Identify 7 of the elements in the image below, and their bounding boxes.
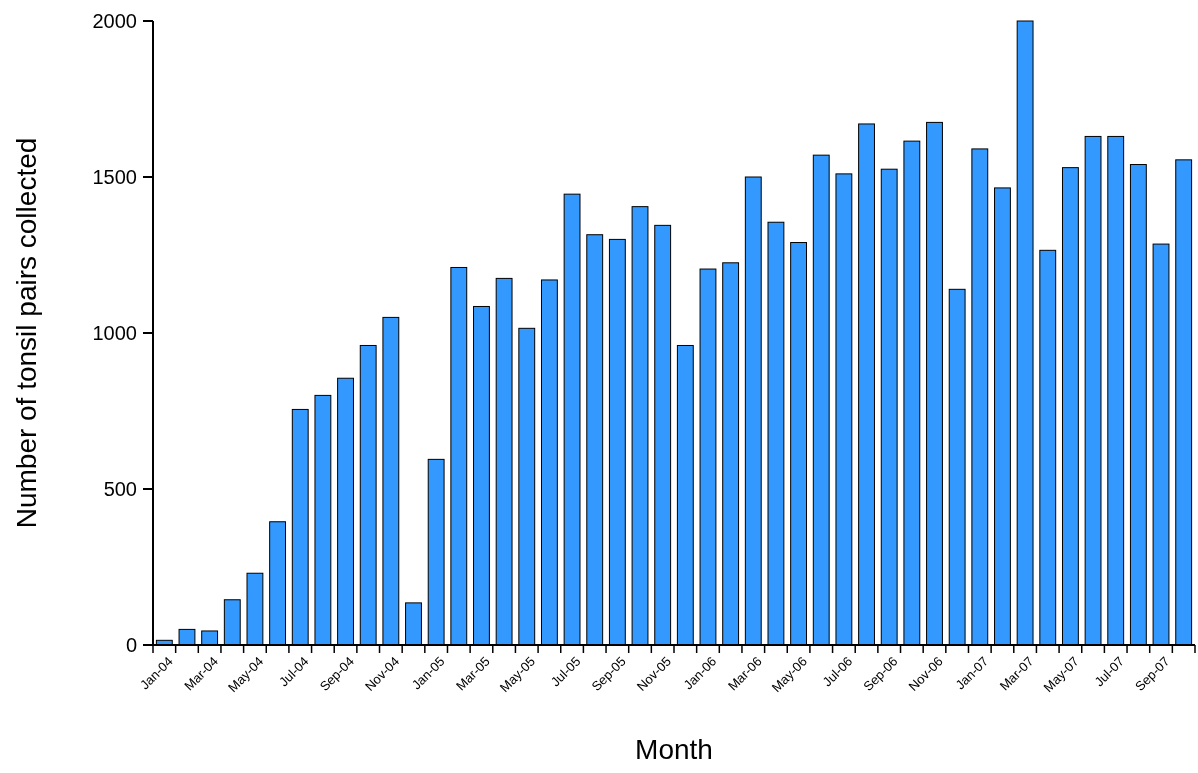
x-axis-title: Month [635,734,713,765]
y-tick-label: 0 [125,634,137,656]
y-tick-label: 2000 [92,10,137,32]
y-tick-label: 500 [103,478,137,500]
y-tick-label: 1000 [92,322,137,344]
y-axis-title: Number of tonsil pairs collected [11,137,42,529]
y-tick-label: 1500 [92,166,137,188]
